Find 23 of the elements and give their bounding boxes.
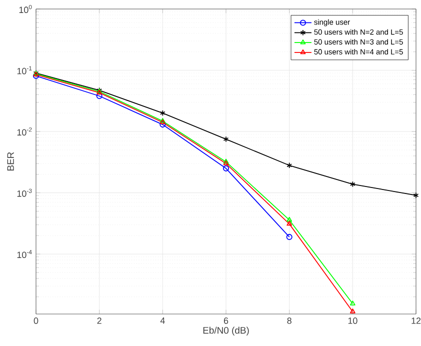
point <box>223 136 229 142</box>
point <box>286 162 292 168</box>
x-tick-label: 0 <box>34 318 38 324</box>
y-tick-label: 10$^{-4}$ <box>17 250 32 258</box>
point <box>160 122 166 128</box>
x-tick-label: 8 <box>287 318 292 324</box>
point <box>160 110 166 116</box>
x-tick-label: 4 <box>160 318 165 324</box>
point <box>96 92 102 100</box>
point <box>286 216 292 222</box>
point <box>350 181 356 188</box>
y-tick-label: 10$^{-1}$ <box>17 66 32 74</box>
x-axis-title: Eb/N0 (dB) <box>203 326 249 336</box>
x-tick-label: 10 <box>348 318 358 324</box>
y-tick-label: 10$^{-2}$ <box>17 127 32 136</box>
y-axis-title: BER <box>7 152 14 170</box>
x-tick-label: 2 <box>97 318 102 324</box>
y-tick-label: 10$^{0}$ <box>19 4 32 14</box>
point <box>222 165 230 172</box>
x-tick-label: 6 <box>224 318 228 324</box>
y-tick-label: 10$^{-3}$ <box>17 188 32 197</box>
x-tick-label: 12 <box>412 318 421 324</box>
point <box>286 220 292 226</box>
